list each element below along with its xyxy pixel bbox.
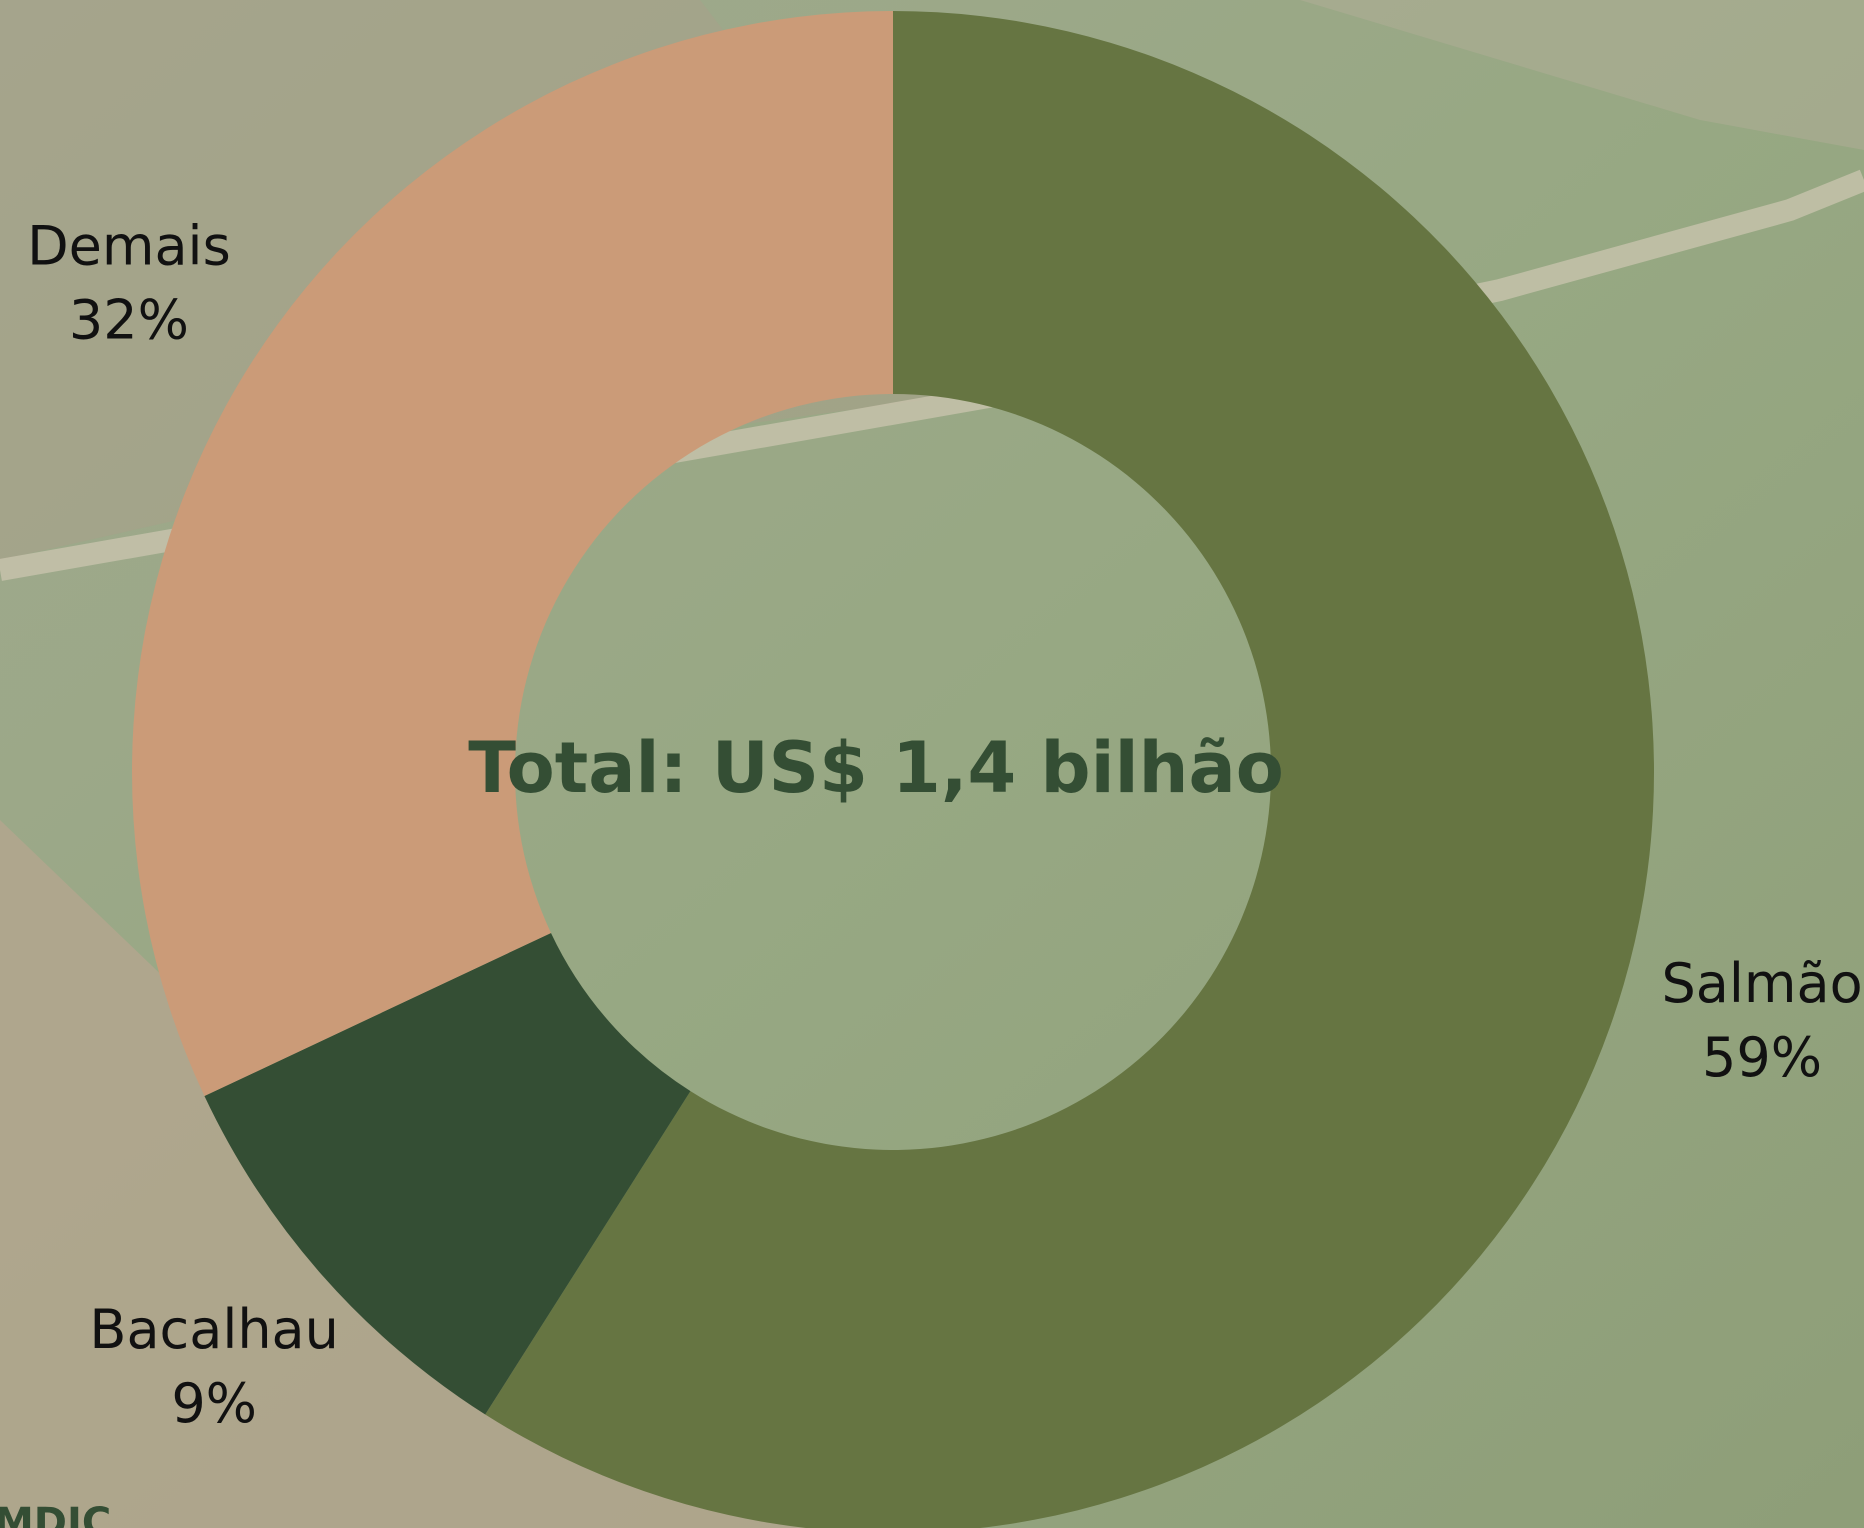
segment-label: Bacalhau (89, 1298, 338, 1361)
value-label: 32% (69, 289, 189, 352)
value-label: 59% (1702, 1026, 1822, 1089)
chart: Total: US$ 1,4 bilhão MDIC Salmão 59% Baca… (0, 0, 1864, 1528)
segment-label: Demais (27, 215, 231, 278)
center-label: Total: US$ 1,4 bilhão (468, 727, 1284, 809)
segment-label: Salmão (1662, 952, 1863, 1015)
value-label: 9% (171, 1372, 257, 1435)
page: {"chart_data": {"type": "donut", "center… (0, 0, 1864, 1528)
source: MDIC (0, 1500, 111, 1528)
